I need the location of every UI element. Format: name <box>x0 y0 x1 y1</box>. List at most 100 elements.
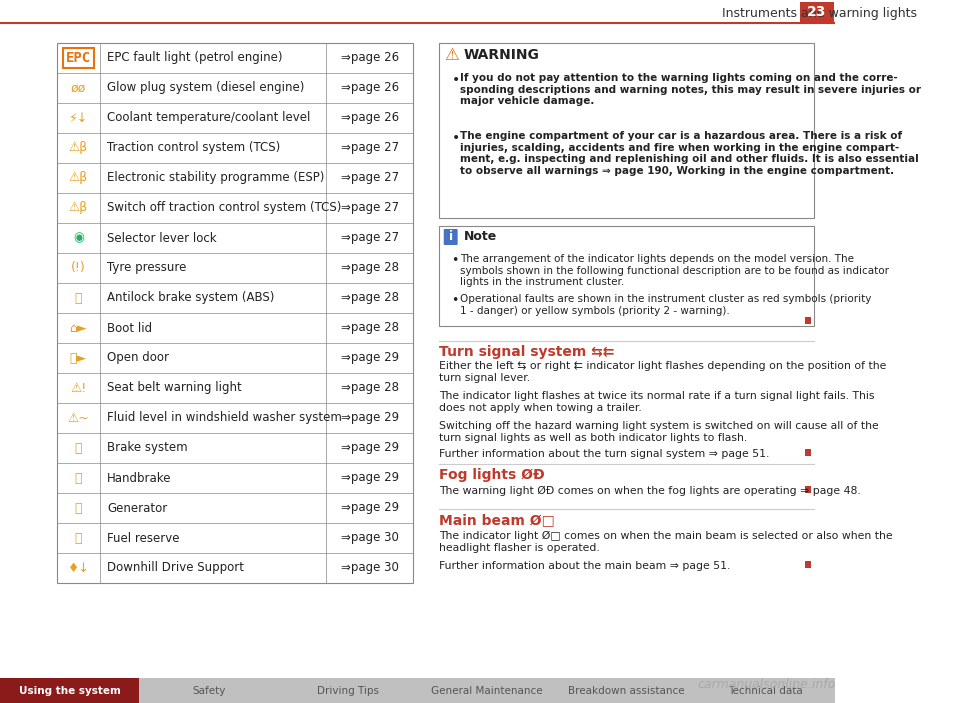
Text: ⇒page 28: ⇒page 28 <box>341 321 398 335</box>
Bar <box>696 678 835 703</box>
Text: ⇒page 29: ⇒page 29 <box>341 352 398 364</box>
Text: Fluid level in windshield washer system: Fluid level in windshield washer system <box>107 411 342 425</box>
Text: The engine compartment of your car is a hazardous area. There is a risk of
injur: The engine compartment of your car is a … <box>460 131 919 176</box>
Text: ⚠β: ⚠β <box>69 141 88 155</box>
Text: ⇒page 26: ⇒page 26 <box>341 51 398 65</box>
Text: Using the system: Using the system <box>18 685 121 695</box>
Text: ♦↓: ♦↓ <box>67 562 89 574</box>
Bar <box>139 678 278 703</box>
Text: Boot lid: Boot lid <box>107 321 152 335</box>
Text: Further information about the turn signal system ⇒ page 51.: Further information about the turn signa… <box>440 449 770 459</box>
Text: Either the left ⇆ or right ⇇ indicator light flashes depending on the position o: Either the left ⇆ or right ⇇ indicator l… <box>440 361 887 382</box>
Text: ⇒page 29: ⇒page 29 <box>341 441 398 455</box>
Text: ⛽: ⛽ <box>75 531 82 545</box>
Text: Main beam Ø□: Main beam Ø□ <box>440 513 555 527</box>
Text: ⇒page 26: ⇒page 26 <box>341 112 398 124</box>
Text: ⇒page 30: ⇒page 30 <box>341 562 398 574</box>
Text: WARNING: WARNING <box>464 48 540 62</box>
Text: ⇒page 27: ⇒page 27 <box>341 231 398 245</box>
Text: EPC fault light (petrol engine): EPC fault light (petrol engine) <box>107 51 282 65</box>
Text: Fuel reserve: Fuel reserve <box>107 531 180 545</box>
FancyBboxPatch shape <box>801 2 833 22</box>
Text: Note: Note <box>464 231 497 243</box>
Text: carmanualsonline.info: carmanualsonline.info <box>697 678 835 691</box>
Text: ⚠β: ⚠β <box>69 172 88 184</box>
FancyBboxPatch shape <box>444 229 458 245</box>
Text: Further information about the main beam ⇒ page 51.: Further information about the main beam … <box>440 561 731 571</box>
Text: øø: øø <box>71 82 86 94</box>
Text: ⇒page 30: ⇒page 30 <box>341 531 398 545</box>
Text: Driving Tips: Driving Tips <box>317 685 379 695</box>
Text: If you do not pay attention to the warning lights coming on and the corre-
spond: If you do not pay attention to the warni… <box>460 73 922 106</box>
Text: The indicator light flashes at twice its normal rate if a turn signal light fail: The indicator light flashes at twice its… <box>440 391 875 413</box>
Text: ⇒page 29: ⇒page 29 <box>341 411 398 425</box>
Text: •: • <box>451 131 460 145</box>
Text: ⇒page 29: ⇒page 29 <box>341 501 398 515</box>
Text: Electronic stability programme (ESP): Electronic stability programme (ESP) <box>107 172 324 184</box>
Text: ⚠~: ⚠~ <box>67 411 89 425</box>
Text: Switching off the hazard warning light system is switched on will cause all of t: Switching off the hazard warning light s… <box>440 421 879 443</box>
Bar <box>278 678 418 703</box>
Text: Seat belt warning light: Seat belt warning light <box>107 382 242 394</box>
Text: ⚠!: ⚠! <box>70 382 86 394</box>
Bar <box>440 43 813 218</box>
Text: Turn signal system ⇆⇇: Turn signal system ⇆⇇ <box>440 345 614 359</box>
Text: Ⓢ: Ⓢ <box>75 292 82 304</box>
Text: ◉: ◉ <box>73 231 84 245</box>
Text: Instruments and warning lights: Instruments and warning lights <box>722 6 917 20</box>
Text: Switch off traction control system (TCS): Switch off traction control system (TCS) <box>107 202 342 214</box>
Text: ⌂►: ⌂► <box>69 321 87 335</box>
Text: Fog lights ØĐ: Fog lights ØĐ <box>440 468 545 482</box>
Text: Brake system: Brake system <box>107 441 187 455</box>
Bar <box>440 226 813 326</box>
Text: The arrangement of the indicator lights depends on the model version. The
symbol: The arrangement of the indicator lights … <box>460 254 889 288</box>
Text: ⇒page 27: ⇒page 27 <box>341 172 398 184</box>
Text: ⚠: ⚠ <box>444 46 459 64</box>
Text: ⎕►: ⎕► <box>70 352 86 364</box>
Text: Ⓟ: Ⓟ <box>75 472 82 484</box>
Text: Technical data: Technical data <box>729 685 804 695</box>
Text: Handbrake: Handbrake <box>107 472 172 484</box>
Text: General Maintenance: General Maintenance <box>431 685 543 695</box>
Text: •: • <box>451 254 459 267</box>
Text: Coolant temperature/coolant level: Coolant temperature/coolant level <box>107 112 310 124</box>
Text: Tyre pressure: Tyre pressure <box>107 262 186 274</box>
Text: Breakdown assistance: Breakdown assistance <box>568 685 684 695</box>
Bar <box>57 43 414 583</box>
Text: Generator: Generator <box>107 501 167 515</box>
Text: •: • <box>451 73 460 87</box>
Text: Glow plug system (diesel engine): Glow plug system (diesel engine) <box>107 82 304 94</box>
Text: The indicator light Ø□ comes on when the main beam is selected or also when the
: The indicator light Ø□ comes on when the… <box>440 531 893 553</box>
Bar <box>804 561 811 568</box>
Text: Downhill Drive Support: Downhill Drive Support <box>107 562 244 574</box>
Text: ⚠β: ⚠β <box>69 202 88 214</box>
Text: The warning light ØĐ comes on when the fog lights are operating ⇒ page 48.: The warning light ØĐ comes on when the f… <box>440 486 861 496</box>
Bar <box>418 678 557 703</box>
Text: Safety: Safety <box>192 685 226 695</box>
Text: ⎓: ⎓ <box>75 501 82 515</box>
Text: ⇒page 27: ⇒page 27 <box>341 202 398 214</box>
Text: (!): (!) <box>71 262 85 274</box>
Text: ⇒page 28: ⇒page 28 <box>341 382 398 394</box>
Text: ⇒page 26: ⇒page 26 <box>341 82 398 94</box>
Text: ⇒page 29: ⇒page 29 <box>341 472 398 484</box>
Text: Selector lever lock: Selector lever lock <box>107 231 217 245</box>
Text: Operational faults are shown in the instrument cluster as red symbols (priority
: Operational faults are shown in the inst… <box>460 294 872 316</box>
Text: ⇒page 28: ⇒page 28 <box>341 262 398 274</box>
Text: ⇒page 28: ⇒page 28 <box>341 292 398 304</box>
Bar <box>0 678 139 703</box>
Text: EPC: EPC <box>65 51 91 65</box>
Text: Antilock brake system (ABS): Antilock brake system (ABS) <box>107 292 275 304</box>
Text: 23: 23 <box>807 5 827 19</box>
Text: Traction control system (TCS): Traction control system (TCS) <box>107 141 280 155</box>
Text: •: • <box>451 294 459 307</box>
Bar <box>804 317 811 324</box>
Bar <box>557 678 696 703</box>
Bar <box>804 449 811 456</box>
Text: ⚡↓: ⚡↓ <box>69 112 88 124</box>
Text: ⇒page 27: ⇒page 27 <box>341 141 398 155</box>
Text: Open door: Open door <box>107 352 169 364</box>
Text: i: i <box>448 231 453 243</box>
Bar <box>804 486 811 493</box>
Text: Ⓘ: Ⓘ <box>75 441 82 455</box>
